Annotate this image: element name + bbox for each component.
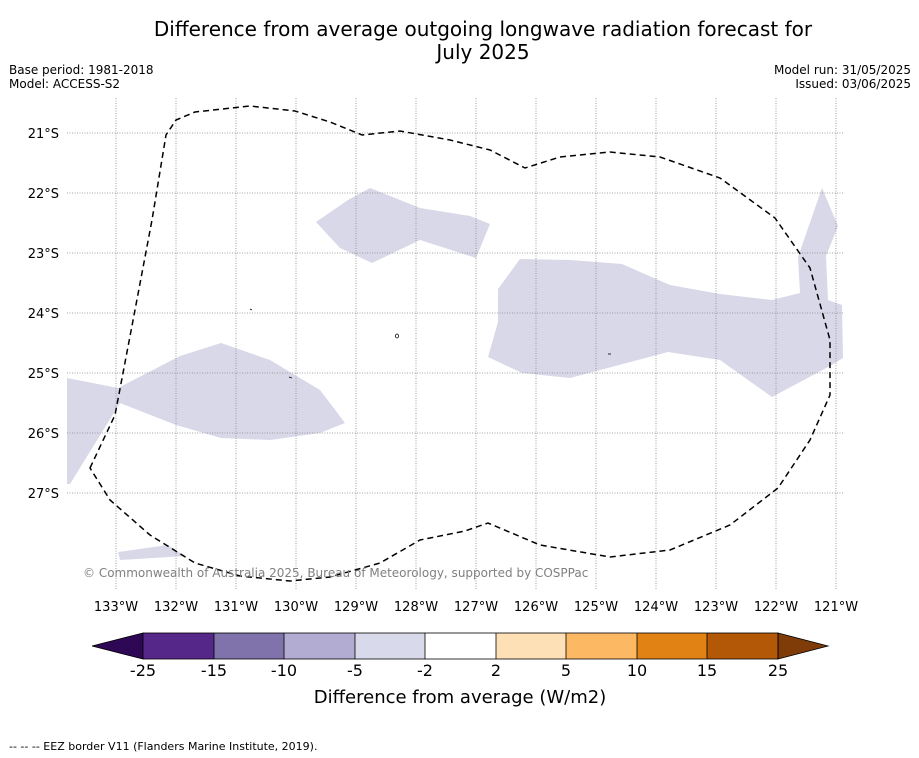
colorbar-tick: 2 [491,661,501,680]
colorbar-segment [496,633,566,659]
lat-label: 25°S [28,367,59,382]
colorbar-outline [142,632,779,660]
lon-label: 122°W [754,600,798,615]
colorbar-segment [214,633,284,659]
lat-label: 22°S [28,187,59,202]
lon-label: 123°W [694,600,738,615]
island-marks [249,308,611,379]
colorbar-segment [707,633,778,659]
eez-border [89,105,831,582]
title-line-2: July 2025 [436,40,530,64]
anomaly-region-south [118,545,185,560]
colorbar-tick: 25 [768,661,788,680]
lat-label: 23°S [28,247,59,262]
colorbar-tick: -10 [271,661,297,680]
copyright-text: © Commonwealth of Australia 2025, Bureau… [83,566,588,580]
lat-label: 24°S [28,307,59,322]
lat-label: 26°S [28,427,59,442]
colorbar-tick: -15 [201,661,227,680]
lon-label: 126°W [514,600,558,615]
colorbar-tick: -25 [130,661,156,680]
lon-label: 129°W [334,600,378,615]
lon-label: 121°W [814,600,858,615]
title-line-1: Difference from average outgoing longwav… [153,17,813,41]
lon-label: 125°W [574,600,618,615]
colorbar-segment [425,633,496,659]
island-mark [395,333,399,339]
model-name: Model: ACCESS-S2 [9,77,121,91]
colorbar-ticks: -25 -15 -10 -5 -2 2 5 10 15 25 [130,661,788,680]
colorbar-label: Difference from average (W/m2) [314,687,606,708]
colorbar-segment [143,633,214,659]
lat-label: 21°S [28,127,59,142]
lon-label: 127°W [454,600,498,615]
anomaly-region-north [316,188,490,263]
lat-labels: 21°S 22°S 23°S 24°S 25°S 26°S 27°S [28,127,59,502]
gridlines [67,98,843,590]
island-mark [288,376,293,379]
colorbar-tick: 15 [697,661,717,680]
anomaly-region-west [67,343,345,484]
lon-label: 124°W [634,600,678,615]
colorbar-tick: -5 [347,661,363,680]
anomaly-region-east [488,188,843,397]
colorbar-tick: 10 [627,661,647,680]
colorbar-extend-high [777,632,830,660]
meta-left: Base period: 1981-2018 Model: ACCESS-S2 [9,63,154,91]
issued-date: Issued: 03/06/2025 [795,77,911,91]
colorbar-segment [566,633,637,659]
lon-label: 133°W [94,600,138,615]
chart-title: Difference from average outgoing longwav… [0,18,919,64]
lon-label: 128°W [394,600,438,615]
eez-footnote: -- -- -- EEZ border V11 (Flanders Marine… [9,740,318,753]
colorbar [91,632,830,660]
lon-label: 130°W [274,600,318,615]
colorbar-segment [355,633,425,659]
colorbar-segment [284,633,355,659]
model-run: Model run: 31/05/2025 [773,63,911,77]
base-period: Base period: 1981-2018 [9,63,154,77]
lon-labels: 133°W 132°W 131°W 130°W 129°W 128°W 127°… [94,600,858,615]
colorbar-extend-low [91,632,144,660]
colorbar-tick: -2 [417,661,433,680]
anomaly-regions [67,188,843,560]
lon-label: 131°W [214,600,258,615]
lat-label: 27°S [28,487,59,502]
colorbar-tick: 5 [561,661,571,680]
lon-label: 132°W [154,600,198,615]
colorbar-segment [637,633,707,659]
island-mark [249,308,253,311]
meta-right: Model run: 31/05/2025 Issued: 03/06/2025 [774,63,911,91]
